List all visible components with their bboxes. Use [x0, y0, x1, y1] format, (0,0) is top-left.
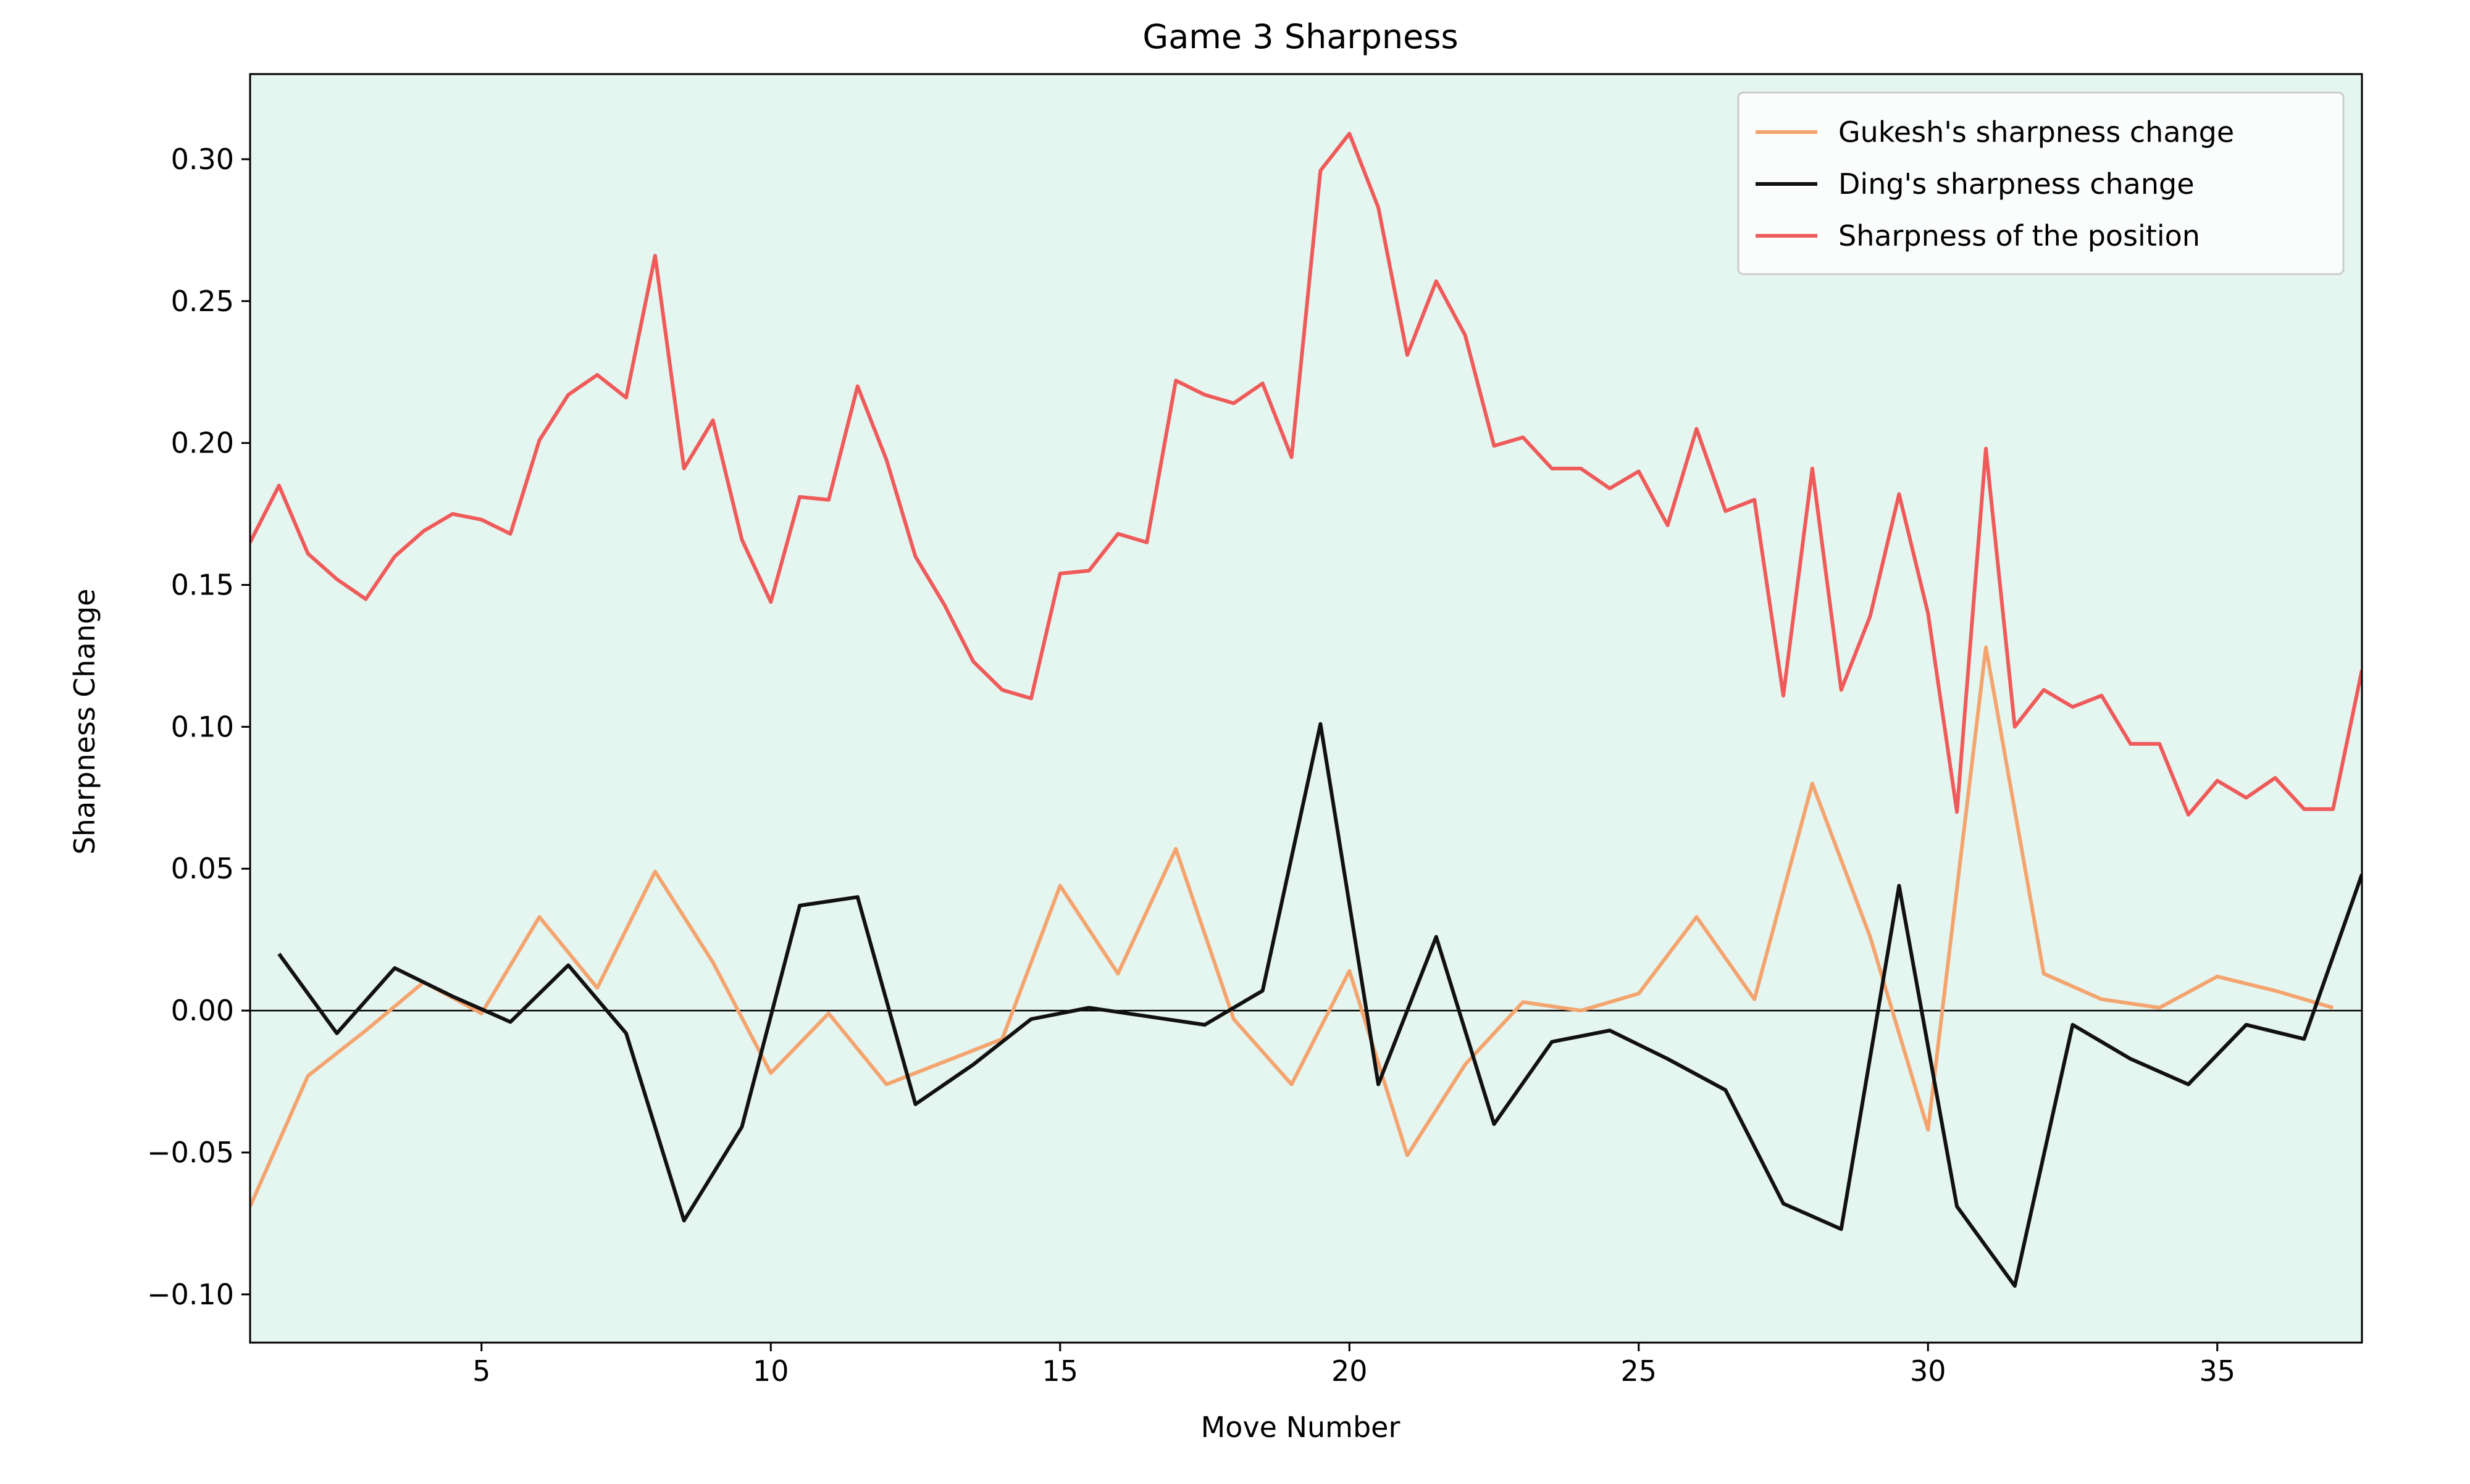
- x-axis: 5 10 15 20 25 30 35: [472, 1343, 2235, 1388]
- series-line-2: [277, 722, 2362, 1288]
- legend: Gukesh's sharpness change Ding's sharpnes…: [1737, 91, 2345, 275]
- x-tick-label: 35: [2199, 1354, 2235, 1388]
- y-tick-label: 0.15: [171, 569, 234, 602]
- y-tick-label: 0.30: [171, 143, 234, 176]
- y-axis-label: Sharpness Change: [68, 589, 101, 855]
- y-tick-label: 0.25: [171, 285, 234, 318]
- legend-label: Sharpness of the position: [1838, 219, 2200, 252]
- x-axis-label: Move Number: [1201, 1411, 1400, 1444]
- y-tick-label: −0.05: [147, 1136, 234, 1169]
- plot-frame: [249, 73, 2363, 1344]
- x-tick-label: 10: [753, 1354, 789, 1388]
- legend-label: Gukesh's sharpness change: [1838, 115, 2234, 149]
- y-tick-label: −0.10: [147, 1278, 234, 1311]
- plot-background: [250, 74, 2362, 1343]
- legend-box: [1737, 91, 2345, 275]
- x-tick-label: 5: [472, 1354, 490, 1388]
- series-lines: [250, 131, 2362, 1288]
- legend-label: Ding's sharpness change: [1838, 167, 2195, 201]
- y-axis: −0.10 −0.05 0.00 0.05 0.10 0.15 0.20 0.25 0.30: [147, 143, 250, 1311]
- x-tick-label: 30: [1910, 1354, 1946, 1388]
- plot-area: [249, 73, 2363, 1344]
- y-tick-label: 0.05: [171, 852, 234, 885]
- chart-title: Game 3 Sharpness: [1142, 17, 1458, 56]
- series-line-1: [250, 645, 2334, 1207]
- x-tick-label: 20: [1331, 1354, 1368, 1388]
- series-line-3: [250, 131, 2362, 817]
- x-tick-label: 15: [1042, 1354, 1079, 1388]
- y-tick-label: 0.10: [171, 710, 234, 743]
- y-tick-label: 0.20: [171, 427, 234, 460]
- y-tick-label: 0.00: [171, 994, 234, 1027]
- x-tick-label: 25: [1620, 1354, 1657, 1388]
